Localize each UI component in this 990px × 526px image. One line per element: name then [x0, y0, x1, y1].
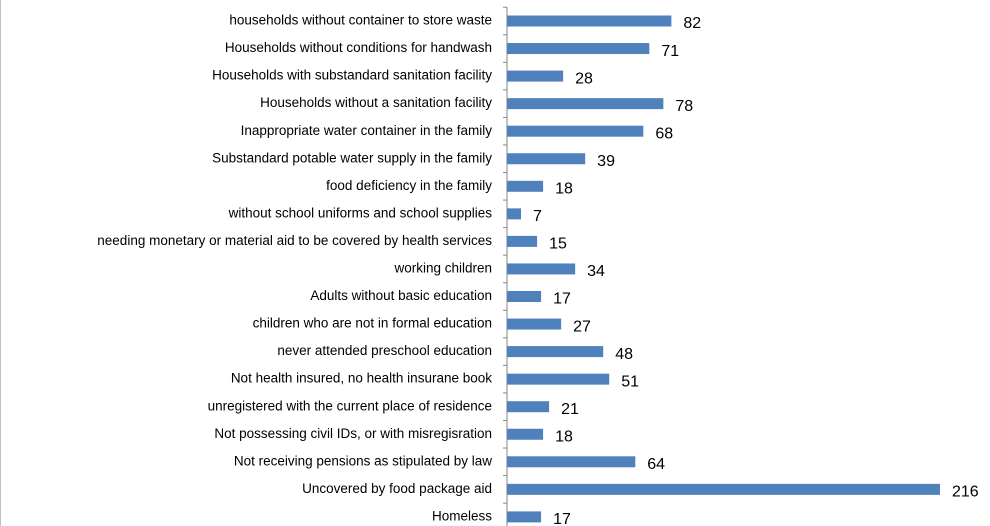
bar — [507, 401, 550, 413]
data-label: 48 — [615, 346, 633, 363]
category-label: food deficiency in the family — [326, 178, 492, 193]
data-label: 17 — [553, 291, 571, 308]
category-label: working children — [393, 261, 492, 276]
bar — [507, 291, 542, 302]
bar — [507, 235, 538, 247]
data-label: 17 — [553, 511, 571, 526]
data-label: 78 — [675, 98, 693, 115]
category-label: Not receiving pensions as stipulated by … — [234, 453, 492, 468]
category-label: never attended preschool education — [277, 343, 492, 358]
category-label: Households without conditions for handwa… — [225, 40, 492, 55]
category-label: Not health insured, no health insurane b… — [231, 371, 492, 386]
bar — [507, 456, 636, 468]
data-label: 39 — [597, 153, 615, 170]
category-label: children who are not in formal education — [253, 316, 492, 331]
category-label: Not possessing civil IDs, or with misreg… — [214, 426, 492, 441]
bar — [507, 428, 544, 440]
data-label: 15 — [549, 236, 567, 253]
data-label: 18 — [555, 181, 573, 198]
bar — [507, 70, 564, 82]
category-label: unregistered with the current place of r… — [208, 398, 492, 413]
data-label: 71 — [661, 43, 679, 60]
bar — [507, 318, 562, 330]
category-label: households without container to store wa… — [229, 13, 492, 28]
category-label: needing monetary or material aid to be c… — [97, 233, 492, 248]
bar — [507, 373, 610, 385]
data-label: 27 — [573, 318, 591, 335]
category-label: Households with substandard sanitation f… — [212, 68, 492, 83]
bar — [507, 153, 586, 165]
bar — [507, 98, 664, 110]
bar — [507, 208, 522, 220]
data-label: 64 — [647, 456, 665, 473]
bar — [507, 180, 544, 192]
data-label: 82 — [683, 15, 701, 32]
bar — [507, 346, 604, 358]
bar — [507, 483, 940, 495]
data-label: 34 — [587, 263, 605, 280]
data-label: 7 — [533, 208, 542, 225]
data-label: 51 — [621, 373, 639, 390]
category-label: Adults without basic education — [310, 288, 492, 303]
bar — [507, 263, 576, 275]
bar — [507, 125, 644, 137]
data-label: 21 — [561, 401, 579, 418]
data-label: 18 — [555, 428, 573, 445]
bar — [507, 43, 650, 55]
category-label: Uncovered by food package aid — [302, 481, 492, 496]
category-label: Inappropriate water container in the fam… — [241, 123, 493, 138]
category-label: Substandard potable water supply in the … — [212, 150, 492, 165]
data-label: 68 — [655, 125, 673, 142]
data-label: 28 — [575, 70, 593, 87]
category-label: without school uniforms and school suppl… — [228, 205, 493, 220]
bar — [507, 15, 672, 27]
bar — [507, 511, 542, 523]
category-label: Households without a sanitation facility — [260, 95, 492, 110]
data-label: 216 — [952, 484, 979, 501]
category-label: Homeless — [432, 508, 492, 523]
